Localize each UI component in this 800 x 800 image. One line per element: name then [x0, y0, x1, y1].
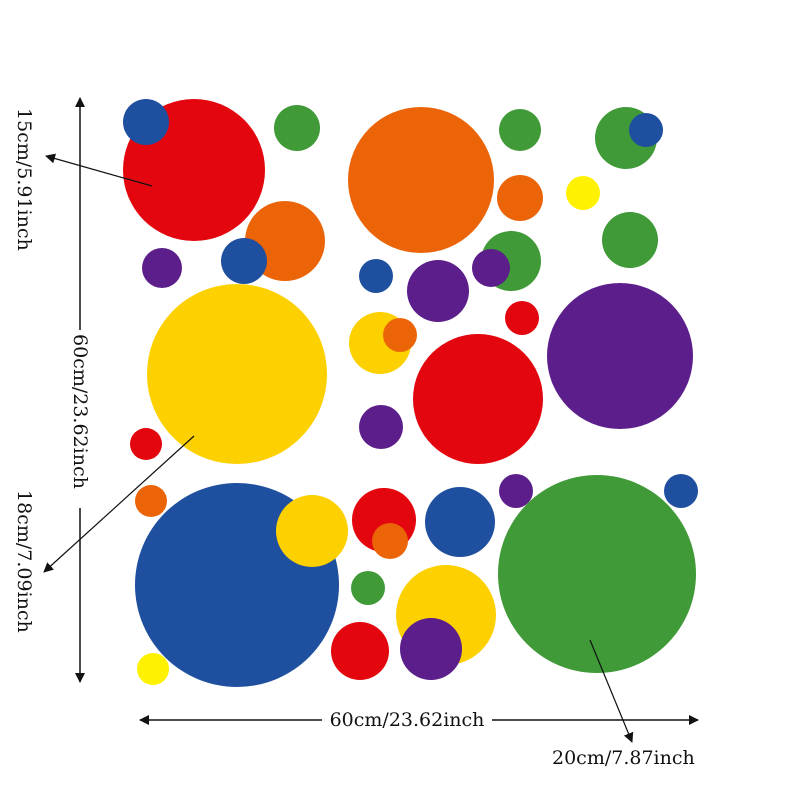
purple-dot: [407, 260, 469, 322]
yellow-dot: [147, 284, 327, 464]
dot-18cm-label: 18cm/7.09inch: [13, 490, 35, 633]
purple-dot: [547, 283, 693, 429]
green-dot: [351, 571, 385, 605]
green-dot: [602, 212, 658, 268]
bright-yellow-dot: [137, 653, 169, 685]
green-dot: [274, 105, 320, 151]
bright-yellow-dot: [566, 176, 600, 210]
orange-dot: [135, 485, 167, 517]
width-label: 60cm/23.62inch: [330, 709, 485, 731]
dot-20cm-leader: [589, 639, 634, 743]
height-label-gap: [70, 330, 92, 508]
green-dot: [498, 475, 696, 673]
yellow-dot: [276, 495, 348, 567]
purple-dot: [400, 618, 462, 680]
dot-18cm-leader: [43, 435, 195, 573]
blue-dot: [221, 238, 267, 284]
orange-dot: [348, 107, 494, 253]
purple-dot: [142, 248, 182, 288]
blue-dot: [123, 99, 169, 145]
orange-dot: [383, 318, 417, 352]
dot-20cm-label: 20cm/7.87inch: [552, 747, 695, 769]
blue-dot: [629, 113, 663, 147]
red-dot: [505, 301, 539, 335]
orange-dot: [497, 175, 543, 221]
purple-dot: [359, 405, 403, 449]
height-label: 60cm/23.62inch: [69, 334, 91, 489]
blue-dot: [664, 474, 698, 508]
orange-dot: [372, 523, 408, 559]
dot-15cm-leader: [45, 153, 153, 187]
blue-dot: [359, 259, 393, 293]
red-dot: [331, 622, 389, 680]
polka-dot-group: [123, 99, 698, 687]
purple-dot: [499, 474, 533, 508]
red-dot: [413, 334, 543, 464]
dot-15cm-label: 15cm/5.91inch: [13, 108, 35, 251]
blue-dot: [425, 487, 495, 557]
purple-dot: [472, 249, 510, 287]
green-dot: [499, 109, 541, 151]
width-label-gap: [322, 708, 492, 732]
red-dot: [130, 428, 162, 460]
